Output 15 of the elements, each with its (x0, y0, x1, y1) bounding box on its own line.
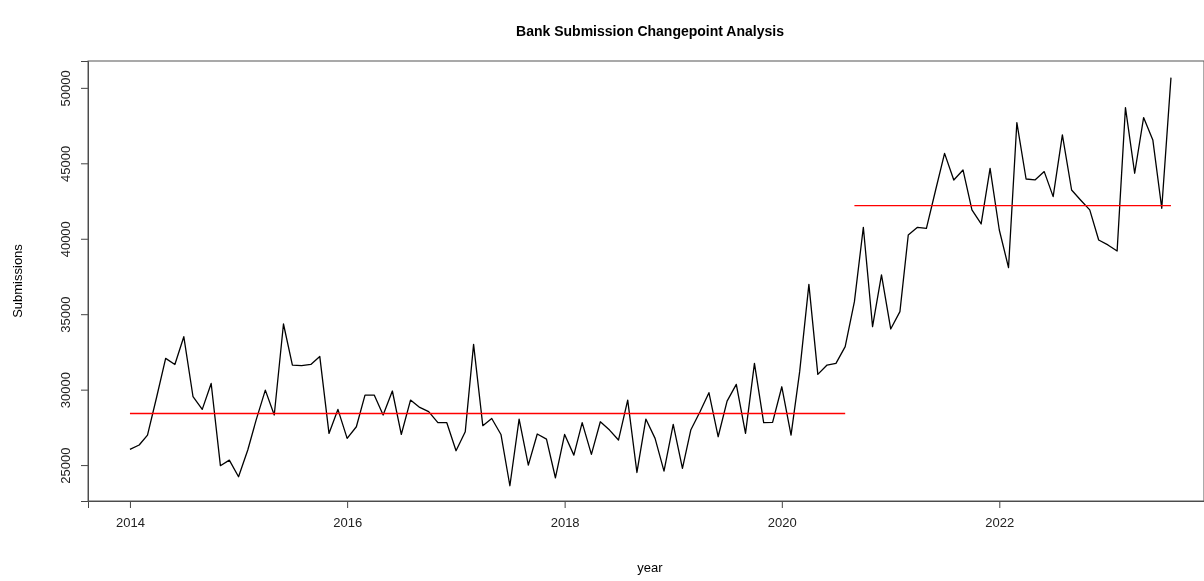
y-tick-label: 40000 (58, 221, 73, 258)
y-tick-label: 30000 (58, 372, 73, 409)
line-series (129, 76, 1172, 487)
x-tick-label: 2020 (767, 515, 797, 531)
y-tick-label: 25000 (58, 447, 73, 484)
y-tick-label: 35000 (58, 296, 73, 333)
x-tick-label: 2018 (550, 515, 580, 531)
x-axis-title: year (637, 560, 664, 575)
y-axis-title: Submissions (10, 243, 25, 318)
y-tick-label: 50000 (58, 70, 73, 107)
chart-title: Bank Submission Changepoint Analysis (516, 23, 785, 39)
x-tick-label: 2016 (333, 515, 363, 531)
x-tick-label: 2022 (985, 515, 1015, 531)
y-tick-label: 45000 (58, 145, 73, 182)
x-tick-label: 2014 (115, 515, 145, 531)
